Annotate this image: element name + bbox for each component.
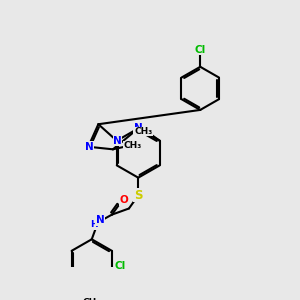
Text: S: S [134, 189, 142, 202]
Text: CH₃: CH₃ [82, 298, 101, 300]
Text: CH₃: CH₃ [123, 141, 141, 150]
Text: Cl: Cl [195, 45, 206, 55]
Text: H: H [90, 220, 98, 229]
Text: CH₃: CH₃ [134, 127, 153, 136]
Text: N: N [134, 123, 142, 134]
Text: N: N [113, 136, 122, 146]
Text: N: N [85, 142, 93, 152]
Text: N: N [96, 215, 105, 225]
Text: Cl: Cl [115, 261, 126, 271]
Text: O: O [119, 195, 128, 205]
